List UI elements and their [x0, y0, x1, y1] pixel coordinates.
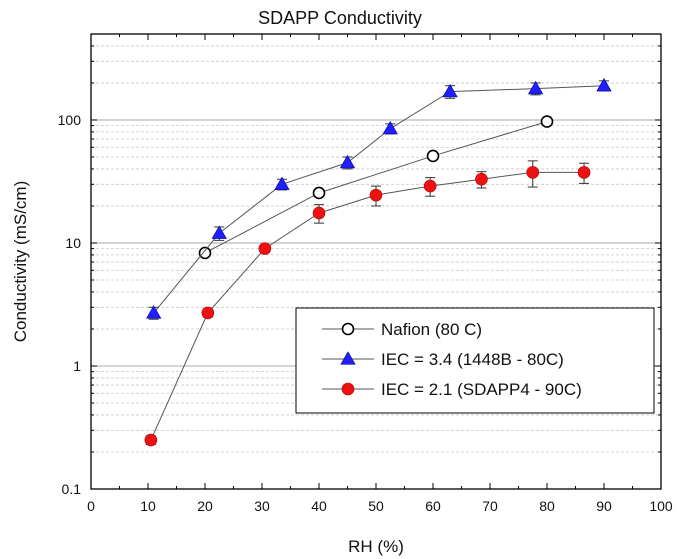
x-tick-label: 30: [254, 498, 270, 514]
y-axis-title: Conductivity (mS/cm): [11, 181, 30, 343]
x-tick-label: 100: [649, 498, 673, 514]
data-point: [146, 305, 162, 319]
x-tick-label: 60: [425, 498, 441, 514]
data-point: [274, 176, 290, 190]
y-tick-label: 0.1: [62, 481, 82, 497]
series-1: [146, 77, 612, 320]
x-tick-label: 10: [140, 498, 156, 514]
y-tick-label: 10: [65, 235, 81, 251]
x-axis-title: RH (%): [348, 537, 404, 556]
grid: [91, 45, 661, 453]
legend-box: [295, 307, 655, 414]
x-tick-label: 40: [311, 498, 327, 514]
x-tick-label: 90: [596, 498, 612, 514]
data-point: [312, 186, 326, 200]
series-2: [144, 160, 591, 447]
legend-label: IEC = 2.1 (SDAPP4 - 90C): [381, 380, 582, 399]
data-point: [526, 166, 540, 179]
data-point: [382, 120, 398, 135]
data-point: [540, 115, 554, 128]
data-point: [577, 166, 591, 179]
x-tick-label: 50: [368, 498, 384, 514]
data-point: [527, 80, 544, 95]
data-point: [198, 246, 212, 260]
x-tick-label: 0: [87, 498, 95, 514]
data-point: [258, 242, 272, 255]
data-point: [423, 179, 437, 193]
series-line: [204, 121, 548, 254]
series-layer: [144, 77, 612, 447]
data-point: [201, 306, 215, 320]
x-tick-label: 70: [482, 498, 498, 514]
legend-marker: [341, 322, 355, 336]
data-point: [596, 77, 612, 92]
data-point: [144, 433, 158, 447]
data-point: [312, 206, 326, 220]
axes: 0 10 20 30 40 50 60 70 80 90 100 0.1 1 10 100: [58, 34, 673, 514]
y-tick-label: 1: [73, 358, 81, 374]
data-point: [369, 188, 383, 202]
series-0: [198, 115, 554, 260]
legend-marker: [340, 351, 356, 365]
y-tick-label: 100: [58, 112, 82, 128]
legend-label: Nafion (80 C): [381, 320, 482, 339]
x-tick-label: 20: [197, 498, 213, 514]
legend: Nafion (80 C) IEC = 3.4 (1448B - 80C) IEC …: [295, 307, 655, 414]
series-line: [153, 85, 605, 314]
data-point: [339, 154, 356, 169]
chart-title: SDAPP Conductivity: [258, 8, 422, 28]
data-point: [426, 149, 440, 163]
data-point: [475, 172, 488, 186]
data-point: [442, 83, 458, 98]
legend-label: IEC = 3.4 (1448B - 80C): [381, 350, 564, 369]
plot-frame: [90, 33, 662, 490]
legend-marker: [341, 382, 355, 396]
data-point: [211, 225, 227, 239]
x-tick-label: 80: [539, 498, 555, 514]
